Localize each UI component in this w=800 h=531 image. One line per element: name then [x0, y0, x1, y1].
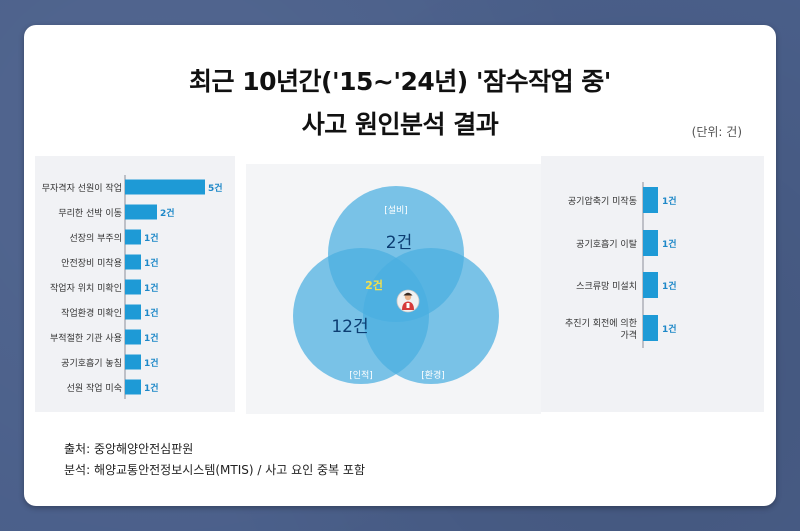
- bar: [643, 272, 658, 298]
- category-label: 선원 작업 미숙: [67, 383, 122, 394]
- value-label: 1건: [144, 307, 159, 319]
- category-label: 공기압축기 미작동: [568, 195, 637, 207]
- value-label: 1건: [662, 238, 677, 250]
- human-value: 12건: [331, 317, 368, 337]
- value-label: 1건: [662, 323, 677, 335]
- bar: [125, 379, 141, 395]
- source-line: 출처: 중앙해양안전심판원: [64, 442, 194, 456]
- value-label: 1건: [144, 382, 159, 394]
- worker-icon: [396, 289, 420, 313]
- bar: [125, 204, 157, 220]
- category-label: 작업자 위치 미확인: [50, 282, 122, 294]
- equipment-value: 2건: [386, 233, 412, 253]
- cause-venn-diagram: [설비] [인적] [환경] 2건 12건 2건: [293, 186, 499, 384]
- title-line-2: 사고 원인분석 결과: [301, 110, 499, 139]
- category-label: 공기호흡기 이탈: [576, 238, 637, 250]
- bar: [125, 279, 141, 295]
- analysis-line: 분석: 해양교통안전정보시스템(MTIS) / 사고 요인 중복 포함: [64, 463, 366, 477]
- value-label: 1건: [144, 332, 159, 344]
- set-label-environment: [환경]: [421, 369, 445, 381]
- bar: [125, 329, 141, 345]
- set-label-human: [인적]: [349, 369, 373, 381]
- category-label: 작업환경 미확인: [61, 307, 122, 319]
- category-label: 공기호흡기 놓침: [61, 357, 122, 369]
- value-label: 1건: [144, 257, 159, 269]
- value-label: 1건: [144, 357, 159, 369]
- category-label: 무리한 선박 이동: [58, 208, 122, 219]
- category-label: 무자격자 선원이 작업: [42, 182, 122, 194]
- bar: [125, 229, 141, 245]
- category-label: 부적절한 기관 사용: [50, 332, 122, 344]
- bar: [125, 179, 205, 195]
- bar: [643, 187, 658, 213]
- infographic-card: 최근 10년간('15~'24년) '잠수작업 중' 사고 원인분석 결과 (단…: [24, 25, 776, 506]
- human-factor-bar-panel: 무자격자 선원이 작업 5건 무리한 선박 이동 2건 선장의 부주의 1건 안전장비 미착…: [35, 156, 235, 412]
- venn-panel: [설비] [인적] [환경] 2건 12건 2건: [246, 164, 541, 414]
- value-label: 1건: [662, 280, 677, 292]
- category-label: 가격: [620, 329, 637, 341]
- bar: [125, 304, 141, 320]
- title-line-1: 최근 10년간('15~'24년) '잠수작업 중': [189, 67, 611, 96]
- category-label: 스크류망 미설치: [576, 280, 637, 292]
- value-label: 5건: [208, 182, 223, 194]
- category-label: 선장의 부주의: [69, 233, 122, 244]
- bar: [643, 230, 658, 256]
- value-label: 2건: [160, 207, 175, 219]
- category-label: 안전장비 미착용: [61, 258, 122, 269]
- value-label: 1건: [144, 282, 159, 294]
- bar: [125, 354, 141, 370]
- value-label: 1건: [144, 232, 159, 244]
- value-label: 1건: [662, 195, 677, 207]
- intersection-value: 2건: [365, 278, 383, 292]
- venn-circle-environment: [363, 248, 499, 384]
- unit-label: (단위: 건): [691, 125, 742, 139]
- equipment-bar-panel: 공기압축기 미작동 1건 공기호흡기 이탈 1건 스크류망 미설치 1건 추진기 회전에 의…: [541, 156, 764, 412]
- set-label-equipment: [설비]: [384, 205, 408, 216]
- bar: [643, 315, 658, 341]
- category-label: 추진기 회전에 의한: [565, 318, 637, 329]
- bar: [125, 254, 141, 270]
